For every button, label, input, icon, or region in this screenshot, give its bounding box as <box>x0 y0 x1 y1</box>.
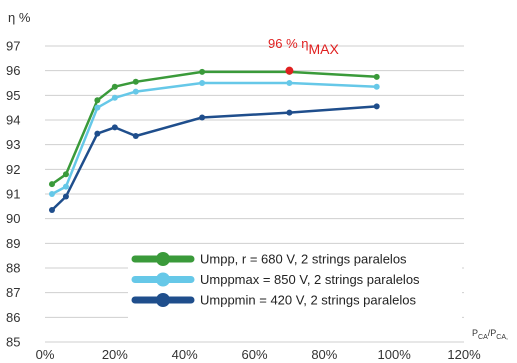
data-point <box>132 78 139 85</box>
x-tick-label: 0% <box>36 347 55 362</box>
y-tick-label: 93 <box>6 137 20 152</box>
legend-label: Umppmax = 850 V, 2 strings paralelos <box>200 272 420 287</box>
y-tick-label: 89 <box>6 236 20 251</box>
data-point <box>199 68 206 75</box>
data-point <box>111 94 118 101</box>
y-tick-label: 90 <box>6 211 20 226</box>
data-point <box>94 104 101 111</box>
data-point <box>62 183 69 190</box>
data-point <box>373 73 380 80</box>
data-point <box>199 114 206 121</box>
y-tick-label: 92 <box>6 162 20 177</box>
y-tick-label: 87 <box>6 285 20 300</box>
data-point <box>62 171 69 178</box>
max-efficiency-marker <box>285 66 294 75</box>
y-axis-ticks: 85 86 87 88 89 90 91 92 93 94 95 96 97 <box>6 39 20 350</box>
legend-item: Umppmin = 420 V, 2 strings paralelos <box>131 293 416 308</box>
legend-item: Umppmax = 850 V, 2 strings paralelos <box>131 272 420 287</box>
y-tick-label: 86 <box>6 310 20 325</box>
y-tick-label: 85 <box>6 335 20 350</box>
legend-item: Umpp, r = 680 V, 2 strings paralelos <box>131 252 407 267</box>
data-point <box>111 124 118 131</box>
x-axis-unit-label: PCA/PCA, <box>472 328 508 341</box>
x-axis-ticks: 0% 20% 40% 60% 80% 100% 120% <box>36 347 481 362</box>
y-tick-label: 95 <box>6 88 20 103</box>
legend-label: Umpp, r = 680 V, 2 strings paralelos <box>200 252 407 267</box>
data-point <box>286 109 293 116</box>
series-2 <box>48 80 380 197</box>
data-point <box>48 181 55 188</box>
max-efficiency-label: 96 % ηMAX <box>268 36 339 57</box>
data-point <box>132 88 139 95</box>
data-point <box>48 191 55 197</box>
data-point <box>373 103 380 110</box>
x-tick-label: 100% <box>378 347 412 362</box>
y-tick-label: 91 <box>6 187 20 202</box>
data-point <box>111 83 118 90</box>
x-tick-label: 40% <box>172 347 198 362</box>
data-point <box>132 133 139 140</box>
x-tick-label: 20% <box>102 347 128 362</box>
data-point <box>94 97 101 104</box>
y-tick-label: 88 <box>6 261 20 276</box>
data-point <box>48 207 55 214</box>
data-point <box>199 80 206 86</box>
y-axis-label: η % <box>8 10 31 25</box>
series-line <box>51 81 377 196</box>
x-tick-label: 80% <box>311 347 337 362</box>
data-point <box>94 130 101 137</box>
y-tick-label: 97 <box>6 39 20 54</box>
legend-swatch-marker <box>156 272 170 287</box>
data-point <box>62 193 69 200</box>
legend-swatch-marker <box>156 252 170 266</box>
legend-label: Umppmin = 420 V, 2 strings paralelos <box>200 293 416 308</box>
x-tick-label: 120% <box>447 347 481 362</box>
series-3 <box>48 103 380 214</box>
y-tick-label: 94 <box>6 113 20 128</box>
series-line <box>51 105 377 211</box>
legend: Umpp, r = 680 V, 2 strings paralelos Umpp… <box>128 248 462 318</box>
data-point <box>286 80 293 86</box>
legend-swatch-marker <box>156 293 170 307</box>
max-efficiency-annotation: 96 % ηMAX <box>268 36 339 75</box>
y-tick-label: 96 <box>6 63 20 78</box>
data-point <box>373 83 380 90</box>
series-line <box>51 70 377 186</box>
series-group <box>48 68 380 214</box>
x-tick-label: 60% <box>241 347 267 362</box>
